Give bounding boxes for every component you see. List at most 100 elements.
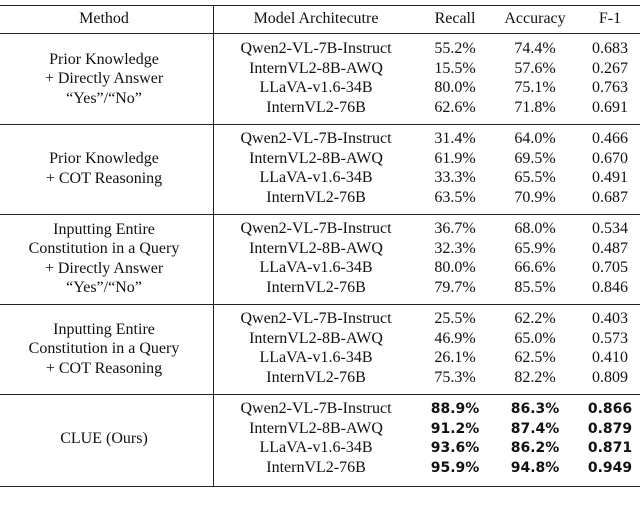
metric-cell: 64.0% [514, 130, 556, 147]
metric-cell: 0.267 [592, 59, 628, 77]
metric-cell: 0.846 [592, 279, 628, 297]
metric-cell: 79.7% [434, 279, 476, 297]
model-cell: LLaVA-v1.6-34B [259, 439, 373, 457]
header-cell: Recall [434, 10, 476, 27]
metric-cell: 61.9% [434, 149, 476, 167]
metric-cell: 0.687 [592, 189, 628, 207]
metric-cell: 95.9% [430, 460, 480, 477]
model-cell: InternVL2-8B-AWQ [249, 59, 383, 77]
metric-cell: 94.8% [510, 460, 560, 477]
method-line: + COT Reasoning [45, 169, 163, 187]
model-cell: Qwen2-VL-7B-Instruct [240, 220, 392, 237]
metric-cell: 71.8% [514, 99, 556, 117]
metric-cell: 65.0% [514, 329, 556, 347]
metric-cell: 80.0% [434, 79, 476, 97]
metric-cell: 0.879 [587, 420, 633, 437]
metric-cell: 93.6% [430, 440, 480, 457]
metric-cell: 0.866 [587, 401, 633, 417]
method-line: Constitution in a Query [28, 340, 180, 357]
metric-cell: 70.9% [514, 189, 556, 207]
metric-cell: 86.2% [510, 440, 560, 457]
metric-cell: 32.3% [434, 239, 476, 257]
metric-cell: 0.466 [592, 130, 628, 147]
metric-cell: 0.403 [592, 310, 628, 327]
metric-cell: 0.683 [592, 40, 628, 57]
rule [0, 304, 640, 305]
metric-cell: 63.5% [434, 189, 476, 207]
metric-cell: 75.1% [514, 79, 556, 97]
metric-cell: 88.9% [430, 401, 480, 417]
rule [0, 5, 640, 6]
metric-cell: 69.5% [514, 149, 556, 167]
metric-cell: 31.4% [434, 130, 476, 147]
method-line: Inputting Entire [53, 320, 155, 338]
model-cell: Qwen2-VL-7B-Instruct [240, 400, 392, 417]
model-cell: InternVL2-8B-AWQ [249, 239, 383, 257]
method-line: Prior Knowledge [49, 50, 159, 68]
rule [0, 124, 640, 125]
model-cell: Qwen2-VL-7B-Instruct [240, 40, 392, 57]
method-line: + COT Reasoning [45, 359, 163, 377]
metric-cell: 65.5% [514, 169, 556, 187]
method-line: + Directly Answer [44, 259, 164, 277]
metric-cell: 46.9% [434, 329, 476, 347]
metric-cell: 0.871 [587, 440, 633, 457]
metric-cell: 0.534 [592, 220, 628, 237]
header-cell: F-1 [598, 10, 622, 27]
metric-cell: 82.2% [514, 369, 556, 387]
metric-cell: 91.2% [430, 420, 480, 437]
method-line: Prior Knowledge [49, 150, 159, 168]
method-line: “Yes”/“No” [66, 279, 142, 297]
metric-cell: 0.670 [592, 149, 628, 167]
metric-cell: 0.487 [592, 239, 628, 257]
rule [0, 33, 640, 34]
model-cell: LLaVA-v1.6-34B [259, 259, 373, 277]
header-cell: Accuracy [504, 10, 566, 27]
metric-cell: 25.5% [434, 310, 476, 327]
rule [0, 214, 640, 215]
method-line: Constitution in a Query [28, 240, 180, 258]
metric-cell: 68.0% [514, 220, 556, 237]
rule [0, 394, 640, 395]
model-cell: Qwen2-VL-7B-Instruct [240, 310, 392, 327]
metric-cell: 86.3% [510, 401, 560, 417]
metric-cell: 0.949 [587, 460, 633, 477]
model-cell: InternVL2-76B [266, 369, 366, 387]
metric-cell: 62.5% [514, 349, 556, 367]
model-cell: InternVL2-76B [266, 459, 366, 477]
metric-cell: 87.4% [510, 420, 560, 437]
model-cell: InternVL2-76B [266, 189, 366, 207]
metric-cell: 0.763 [592, 79, 628, 97]
method-line: Inputting Entire [53, 220, 155, 238]
model-cell: InternVL2-8B-AWQ [249, 329, 383, 347]
metric-cell: 0.410 [592, 349, 628, 367]
method-line: “Yes”/“No” [66, 89, 142, 107]
model-cell: InternVL2-76B [266, 99, 366, 117]
header-cell: Method [79, 10, 129, 27]
metric-cell: 26.1% [434, 349, 476, 367]
metric-cell: 85.5% [514, 279, 556, 297]
method-line: CLUE (Ours) [60, 430, 148, 447]
metric-cell: 55.2% [434, 40, 476, 57]
model-cell: LLaVA-v1.6-34B [259, 349, 373, 367]
metric-cell: 62.2% [514, 310, 556, 327]
model-cell: LLaVA-v1.6-34B [259, 169, 373, 187]
metric-cell: 36.7% [434, 220, 476, 237]
model-cell: InternVL2-8B-AWQ [249, 419, 383, 437]
metric-cell: 62.6% [434, 99, 476, 117]
metric-cell: 0.491 [592, 169, 628, 187]
metric-cell: 0.573 [592, 329, 628, 347]
metric-cell: 65.9% [514, 239, 556, 257]
metric-cell: 57.6% [514, 59, 556, 77]
metric-cell: 33.3% [434, 169, 476, 187]
rule [0, 486, 640, 487]
metric-cell: 0.691 [592, 99, 628, 117]
metric-cell: 74.4% [514, 40, 556, 57]
metric-cell: 80.0% [434, 259, 476, 277]
metric-cell: 15.5% [434, 59, 476, 77]
model-cell: Qwen2-VL-7B-Instruct [240, 130, 392, 147]
metric-cell: 66.6% [514, 259, 556, 277]
column-rule [213, 5, 214, 486]
metric-cell: 0.705 [592, 259, 628, 277]
